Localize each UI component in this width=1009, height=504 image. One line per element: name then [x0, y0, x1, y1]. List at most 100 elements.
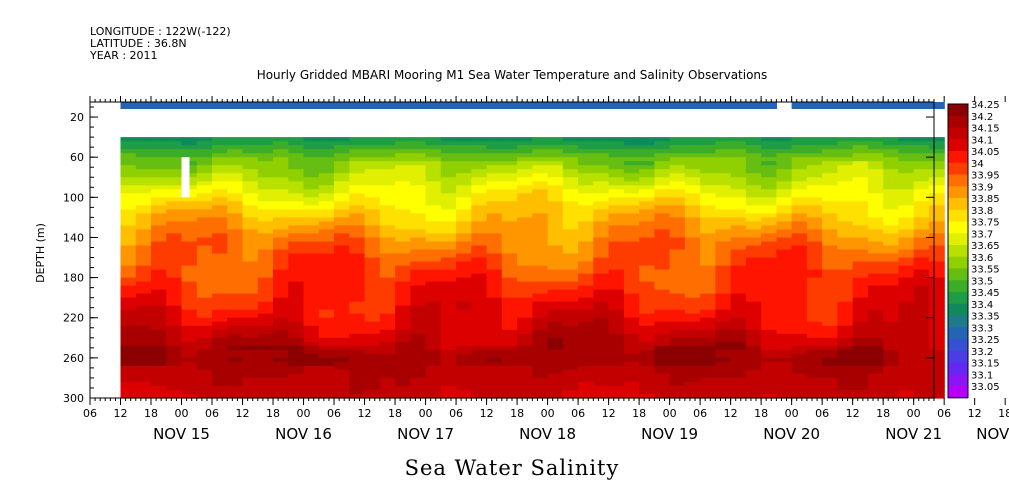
- heatmap-cell: [379, 329, 396, 335]
- x-tick-label: 18: [998, 407, 1009, 420]
- heatmap-cell: [517, 201, 533, 206]
- x-day-label: NOV 16: [275, 425, 332, 443]
- heatmap-cell: [700, 241, 716, 247]
- heatmap-cell: [196, 394, 213, 399]
- heatmap-cell: [669, 305, 686, 311]
- surface-cell: [791, 102, 808, 109]
- heatmap-cell: [486, 281, 503, 287]
- heatmap-cell: [654, 341, 671, 347]
- heatmap-cell: [456, 357, 472, 363]
- heatmap-cell: [883, 353, 900, 359]
- heatmap-cell: [669, 169, 686, 174]
- heatmap-cell: [562, 197, 579, 202]
- heatmap-cell: [486, 293, 503, 299]
- heatmap-cell: [471, 233, 488, 238]
- heatmap-cell: [242, 285, 259, 291]
- heatmap-cell: [684, 313, 701, 319]
- heatmap-cell: [456, 201, 472, 206]
- heatmap-cell: [440, 213, 457, 218]
- heatmap-cell: [547, 325, 564, 331]
- heatmap-cell: [822, 373, 838, 379]
- heatmap-cell: [151, 353, 167, 359]
- heatmap-cell: [395, 373, 411, 379]
- heatmap-cell: [730, 337, 747, 343]
- heatmap-cell: [654, 381, 671, 387]
- heatmap-cell: [837, 386, 854, 391]
- heatmap-cell: [196, 305, 213, 311]
- heatmap-cell: [456, 345, 472, 351]
- heatmap-cell: [745, 221, 762, 226]
- heatmap-cell: [852, 189, 869, 194]
- heatmap-cell: [471, 241, 488, 247]
- heatmap-cell: [669, 229, 686, 234]
- heatmap-cell: [608, 357, 625, 363]
- heatmap-cell: [181, 325, 198, 331]
- heatmap-cell: [501, 157, 518, 162]
- heatmap-cell: [303, 281, 320, 287]
- heatmap-cell: [776, 341, 793, 347]
- colorbar-label: 33.45: [971, 288, 1000, 299]
- heatmap-cell: [456, 313, 472, 319]
- heatmap-cell: [715, 253, 732, 259]
- heatmap-cell: [639, 237, 655, 243]
- heatmap-cell: [135, 321, 152, 327]
- surface-cell: [517, 102, 533, 109]
- heatmap-cell: [196, 273, 213, 279]
- heatmap-cell: [349, 249, 366, 255]
- heatmap-cell: [562, 341, 579, 347]
- heatmap-cell: [578, 149, 594, 154]
- heatmap-cell: [898, 165, 915, 170]
- heatmap-cell: [593, 169, 610, 174]
- heatmap-cell: [364, 349, 381, 355]
- heatmap-cell: [334, 277, 350, 283]
- heatmap-cell: [120, 141, 137, 146]
- heatmap-cell: [806, 241, 823, 247]
- heatmap-cell: [791, 217, 808, 222]
- heatmap-cell: [745, 173, 762, 178]
- heatmap-cell: [471, 341, 488, 347]
- heatmap-cell: [501, 137, 518, 142]
- heatmap-cell: [364, 173, 381, 178]
- heatmap-cell: [852, 221, 869, 226]
- heatmap-cell: [700, 289, 716, 295]
- heatmap-cell: [166, 349, 183, 355]
- heatmap-cell: [883, 293, 900, 299]
- colorbar-label: 33.15: [971, 359, 1000, 370]
- heatmap-cell: [425, 153, 442, 158]
- heatmap-cell: [806, 394, 823, 399]
- heatmap-cell: [349, 141, 366, 146]
- heatmap-cell: [700, 373, 716, 379]
- heatmap-cell: [486, 161, 503, 166]
- heatmap-cell: [669, 145, 686, 150]
- heatmap-cell: [349, 241, 366, 247]
- surface-cell: [532, 102, 549, 109]
- heatmap-cell: [791, 277, 808, 283]
- heatmap-cell: [227, 365, 244, 371]
- x-day-label: NOV 15: [153, 425, 210, 443]
- heatmap-cell: [669, 249, 686, 255]
- heatmap-cell: [608, 261, 625, 267]
- heatmap-cell: [379, 309, 396, 315]
- heatmap-cell: [334, 289, 350, 295]
- heatmap-cell: [669, 293, 686, 299]
- heatmap-cell: [593, 233, 610, 238]
- x-tick-label: 00: [175, 407, 189, 420]
- heatmap-cell: [715, 213, 732, 218]
- heatmap-cell: [562, 333, 579, 339]
- heatmap-cell: [410, 157, 427, 162]
- heatmap-cell: [135, 285, 152, 291]
- longitude-label: LONGITUDE : 122W(-122): [90, 25, 231, 38]
- heatmap-cell: [639, 305, 655, 311]
- heatmap-cell: [562, 305, 579, 311]
- heatmap-cell: [867, 285, 884, 291]
- heatmap-cell: [883, 341, 900, 347]
- heatmap-cell: [318, 137, 335, 142]
- heatmap-cell: [456, 221, 472, 226]
- heatmap-cell: [761, 201, 777, 206]
- heatmap-cell: [288, 249, 305, 255]
- heatmap-cell: [456, 193, 472, 198]
- heatmap-cell: [135, 209, 152, 214]
- heatmap-cell: [639, 217, 655, 222]
- heatmap-cell: [440, 189, 457, 194]
- heatmap-cell: [852, 329, 869, 335]
